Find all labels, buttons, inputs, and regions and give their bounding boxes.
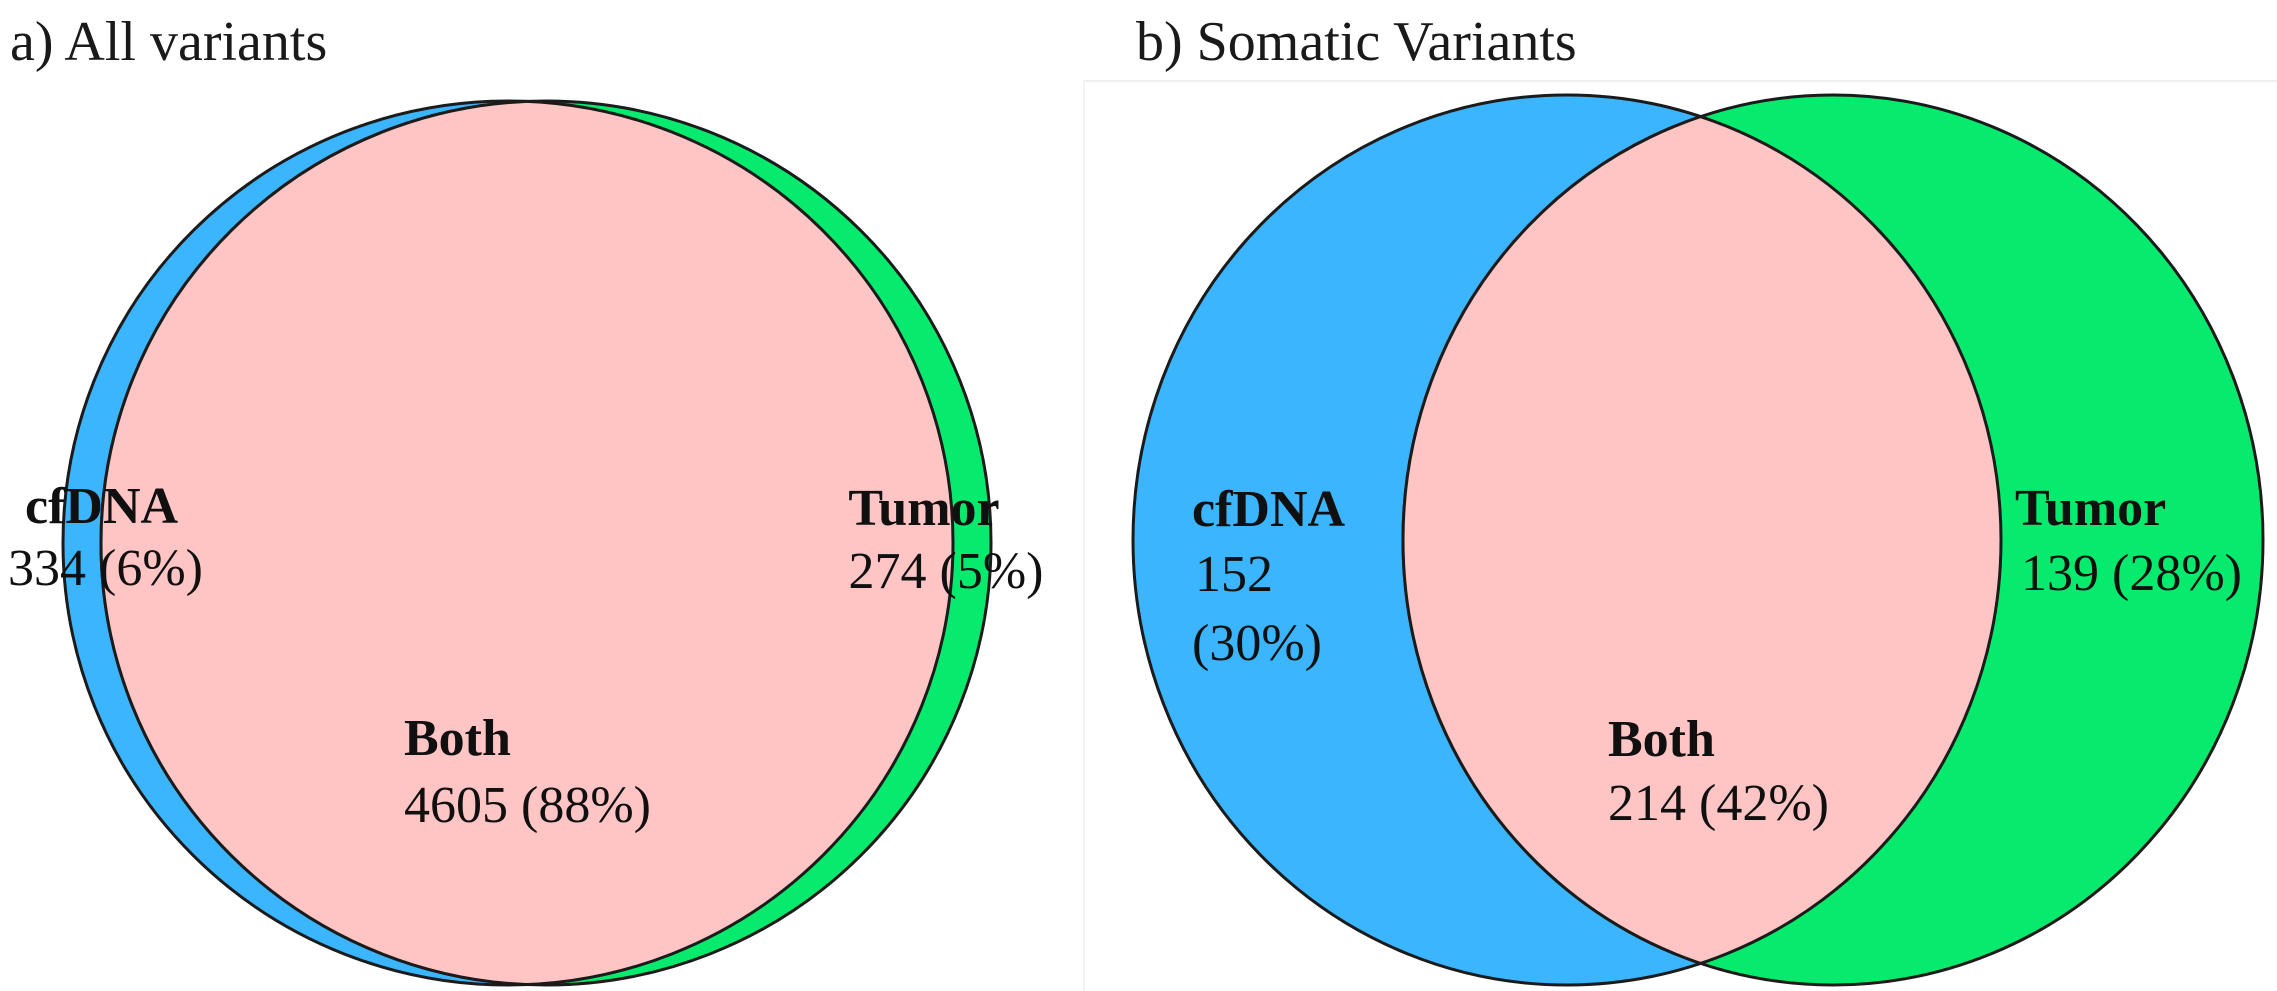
venn-a-cfdna-label: cfDNA bbox=[25, 478, 179, 535]
venn-b-somatic-variants: cfDNA 152 (30%) Tumor 139 (28%) Both 214… bbox=[1131, 93, 2265, 987]
venn-b-both-label: Both bbox=[1608, 711, 1715, 768]
venn-a-cfdna-value: 334 (6%) bbox=[8, 540, 203, 597]
venn-b-tumor-label: Tumor bbox=[2015, 480, 2166, 537]
panel-a-title: a) All variants bbox=[10, 11, 328, 73]
venn-b-cfdna-value: 152 bbox=[1195, 546, 1273, 603]
venn-a-all-variants: cfDNA 334 (6%) Tumor 274 (5%) Both 4605 … bbox=[8, 99, 1044, 987]
venn-a-both-region bbox=[99, 101, 953, 985]
venn-b-both-region bbox=[1401, 95, 2001, 985]
venn-b-cfdna-label: cfDNA bbox=[1192, 481, 1346, 538]
venn-b-cfdna-percent: (30%) bbox=[1192, 615, 1322, 672]
scan-artifact-horizontal-line bbox=[1083, 80, 2277, 82]
venn-a-tumor-label: Tumor bbox=[848, 480, 999, 537]
venn-a-both-label: Both bbox=[404, 710, 511, 767]
venn-a-tumor-value: 274 (5%) bbox=[849, 543, 1044, 600]
venn-b-both-value: 214 (42%) bbox=[1608, 775, 1829, 832]
venn-a-both-value: 4605 (88%) bbox=[404, 777, 651, 834]
panel-b-title: b) Somatic Variants bbox=[1136, 11, 1577, 73]
venn-a-both-region-outline bbox=[101, 101, 955, 985]
scan-artifact-vertical-line bbox=[1083, 80, 1085, 991]
venn-b-both-region-outline bbox=[1403, 95, 2003, 985]
venn-b-tumor-value: 139 (28%) bbox=[2021, 545, 2242, 602]
